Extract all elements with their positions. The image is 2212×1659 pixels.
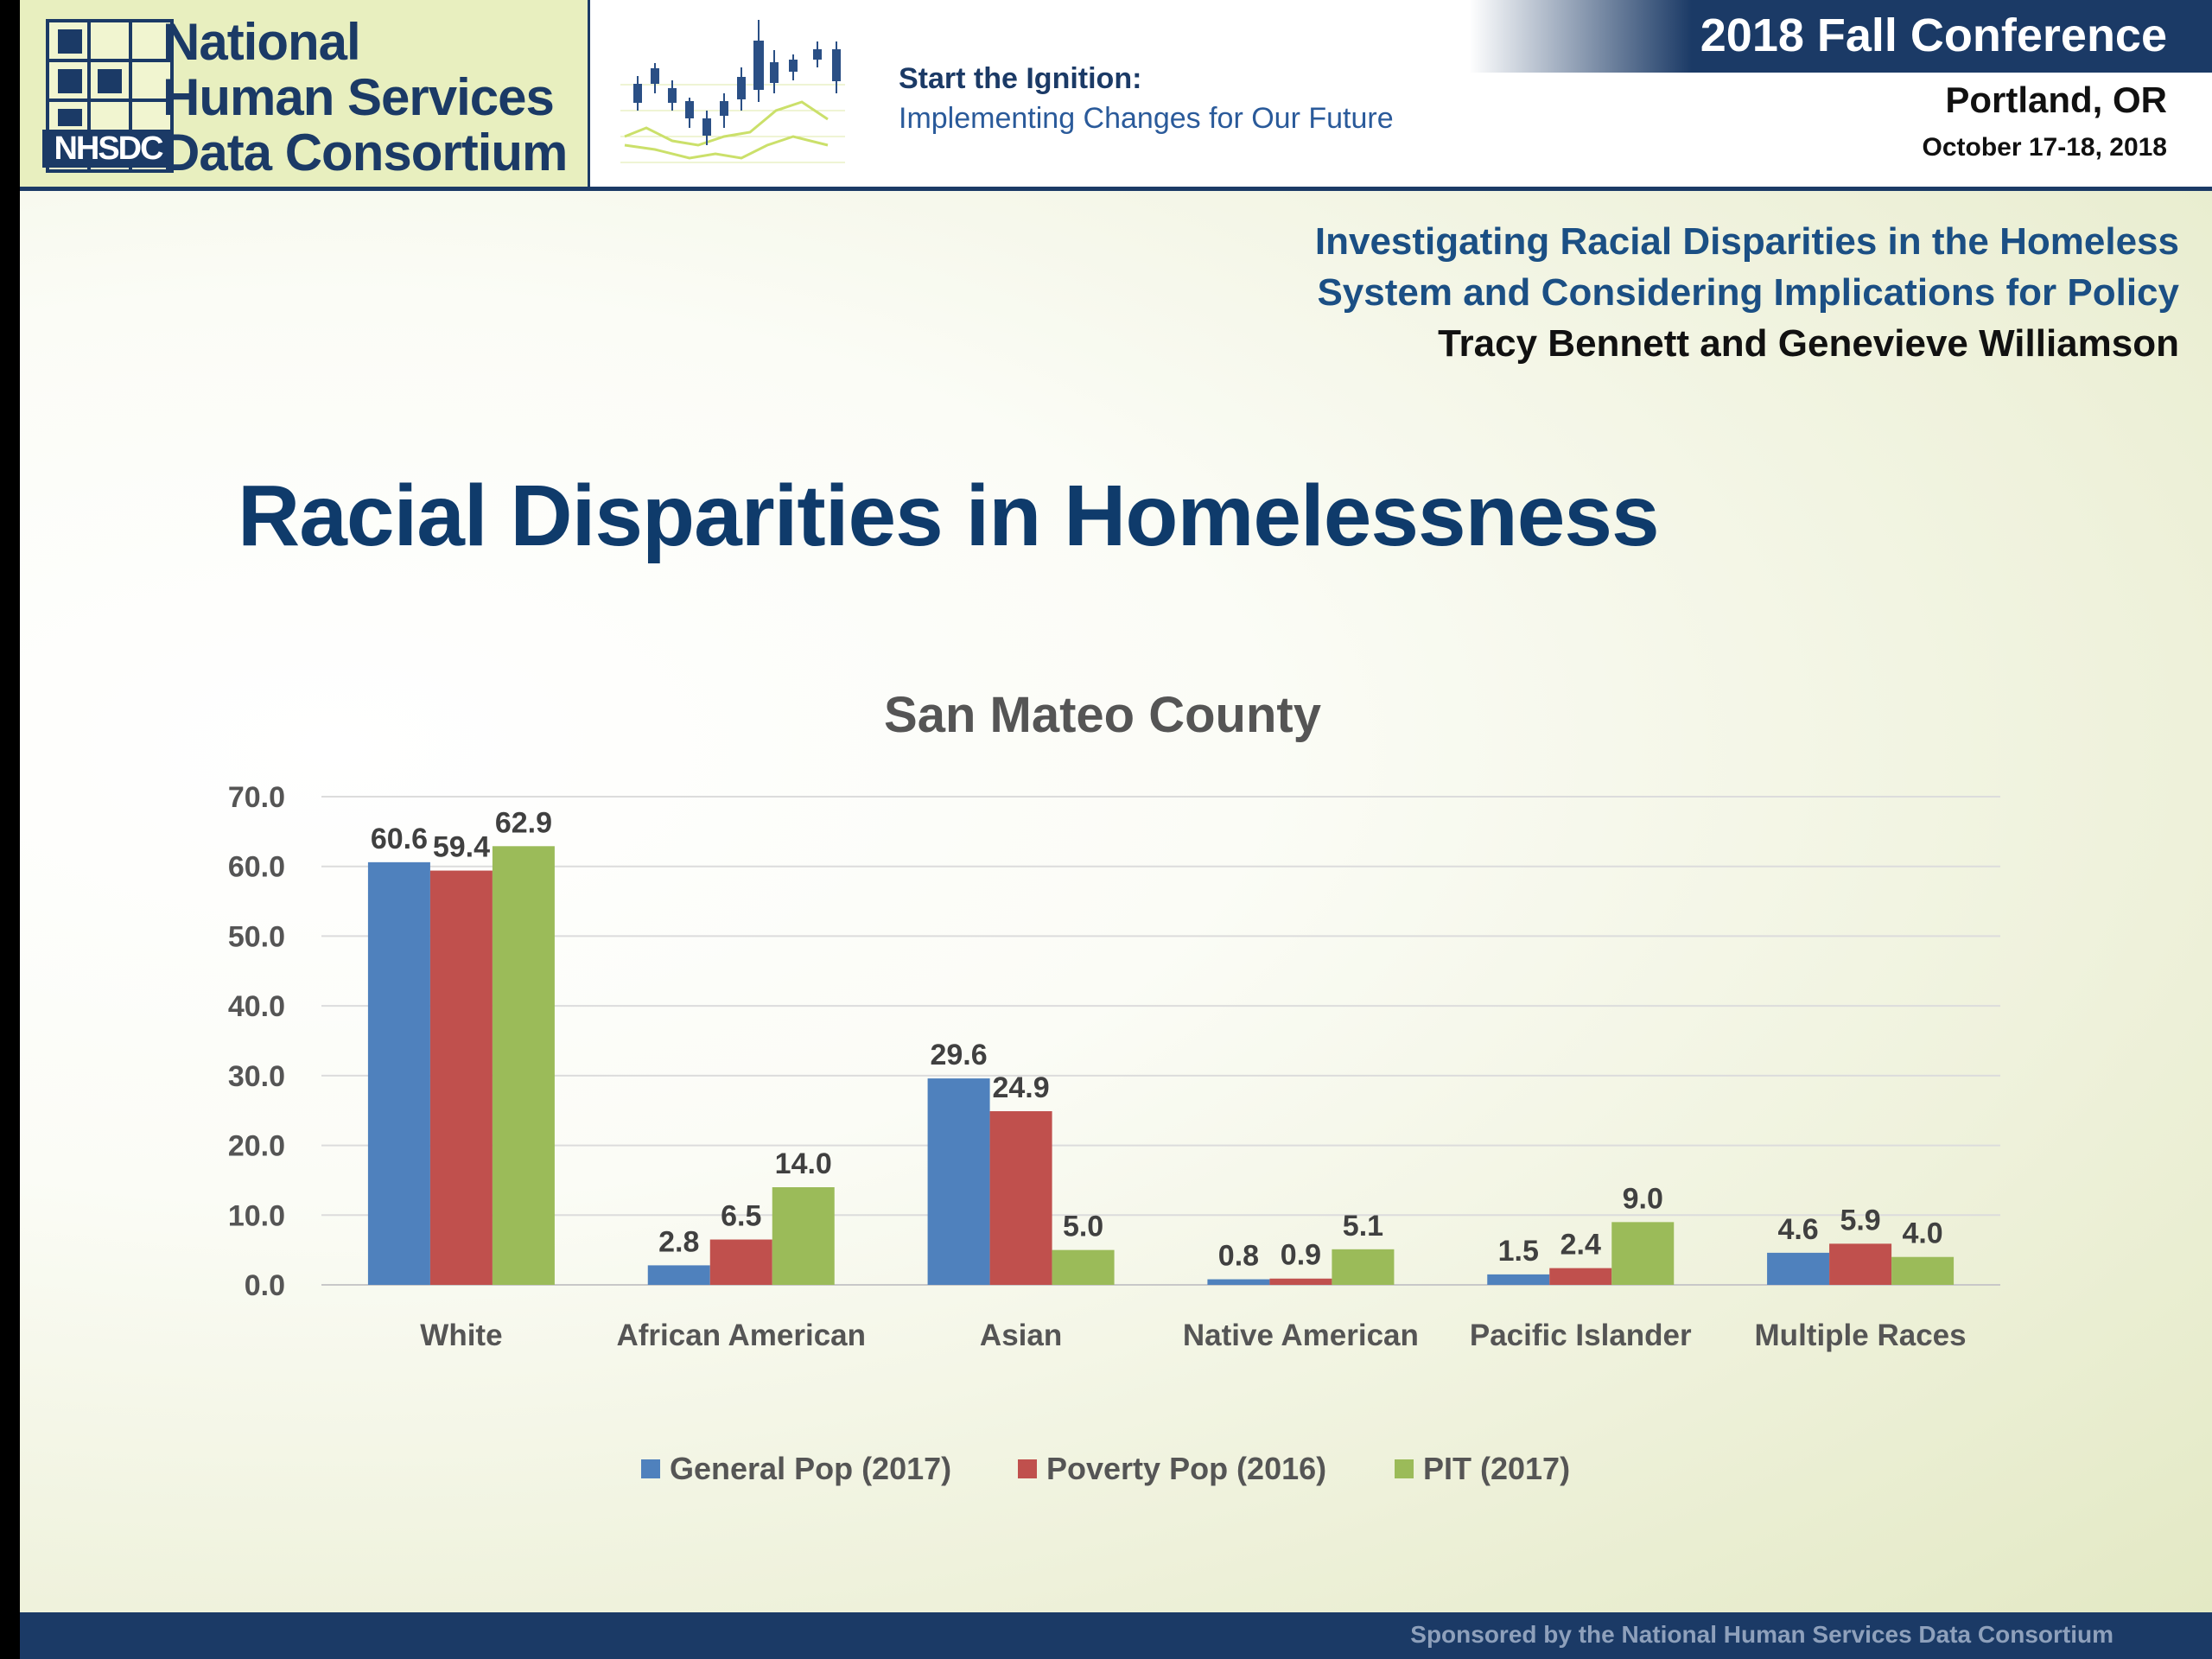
conference-title: 2018 Fall Conference	[1700, 10, 2167, 61]
y-tick-label: 30.0	[228, 1060, 285, 1093]
data-label: 62.9	[495, 806, 552, 839]
legend-swatch-poverty-pop-2016	[1018, 1459, 1037, 1478]
presentation-title-line-2: System and Considering Implications for …	[1317, 271, 2179, 314]
data-label: 2.4	[1560, 1229, 1601, 1262]
legend-swatch-general-pop-2017	[641, 1459, 660, 1478]
data-label: 59.4	[433, 831, 490, 864]
bar-multiple-races-general-pop-2017	[1767, 1252, 1830, 1285]
bar-chart: San Mateo County 0.0 10.0 20.0 30.0 40.0 50.0…	[228, 687, 2000, 1486]
bar-asian-poverty-pop-2016	[989, 1111, 1052, 1285]
bar-white-pit-2017	[492, 846, 555, 1285]
bar-multiple-races-poverty-pop-2016	[1829, 1243, 1892, 1285]
data-label: 24.9	[992, 1071, 1049, 1104]
conference-banner	[1469, 0, 2212, 73]
legend-swatch-pit-2017	[1395, 1459, 1414, 1478]
y-tick-label: 60.0	[228, 851, 285, 884]
header-divider	[20, 187, 2212, 191]
chart-title: San Mateo County	[884, 687, 1321, 743]
x-tick-white: White	[420, 1319, 502, 1352]
bar-native-american-pit-2017	[1332, 1249, 1395, 1285]
left-border	[0, 0, 20, 1659]
data-label: 0.9	[1281, 1239, 1321, 1272]
footer-sponsor: Sponsored by the National Human Services…	[1410, 1621, 2113, 1648]
y-tick-label: 0.0	[245, 1269, 285, 1302]
y-tick-label: 70.0	[228, 781, 285, 814]
data-label: 4.0	[1902, 1217, 1942, 1250]
data-label: 29.6	[930, 1039, 987, 1071]
logo-line-2: Human Services	[162, 68, 555, 126]
x-tick-pacific-islander: Pacific Islander	[1470, 1319, 1692, 1352]
conference-city: Portland, OR	[1945, 79, 2167, 120]
candlestick-chart-icon	[620, 20, 845, 163]
y-tick-label: 10.0	[228, 1199, 285, 1232]
x-tick-asian: Asian	[980, 1319, 1062, 1352]
bar-native-american-general-pop-2017	[1207, 1279, 1270, 1285]
data-label: 5.9	[1840, 1204, 1880, 1236]
conference-subtagline: Implementing Changes for Our Future	[899, 102, 1394, 135]
bar-african-american-poverty-pop-2016	[709, 1239, 772, 1285]
data-label: 2.8	[658, 1225, 699, 1258]
conference-tagline: Start the Ignition:	[899, 62, 1142, 95]
conference-dates: October 17-18, 2018	[1922, 133, 2168, 162]
bar-asian-general-pop-2017	[927, 1078, 990, 1285]
bar-pacific-islander-poverty-pop-2016	[1549, 1268, 1612, 1285]
data-label: 14.0	[775, 1147, 832, 1180]
legend-label-poverty-pop-2016: Poverty Pop (2016)	[1046, 1451, 1326, 1486]
presentation-authors: Tracy Bennett and Genevieve Williamson	[1438, 322, 2179, 365]
bar-african-american-general-pop-2017	[647, 1265, 710, 1285]
presentation-title-line-1: Investigating Racial Disparities in the …	[1314, 220, 2179, 263]
y-tick-label: 50.0	[228, 920, 285, 953]
bar-pacific-islander-pit-2017	[1611, 1222, 1675, 1285]
bar-white-poverty-pop-2016	[429, 870, 493, 1285]
bar-native-american-poverty-pop-2016	[1269, 1278, 1332, 1285]
y-tick-label: 40.0	[228, 990, 285, 1023]
bar-white-general-pop-2017	[367, 861, 430, 1285]
bar-asian-pit-2017	[1052, 1249, 1115, 1285]
bar-african-american-pit-2017	[772, 1187, 835, 1285]
data-label: 5.0	[1063, 1211, 1103, 1243]
legend-label-pit-2017: PIT (2017)	[1423, 1451, 1570, 1486]
data-label: 6.5	[721, 1200, 761, 1233]
data-label: 0.8	[1218, 1240, 1259, 1273]
x-tick-multiple-races: Multiple Races	[1755, 1319, 1967, 1352]
footer-bar: Sponsored by the National Human Services…	[20, 1612, 2212, 1659]
x-tick-native-american: Native American	[1183, 1319, 1419, 1352]
data-label: 9.0	[1623, 1182, 1663, 1215]
bar-multiple-races-pit-2017	[1891, 1256, 1955, 1285]
nhsdc-logo: NHSDC National Human Services Data Conso…	[20, 0, 590, 187]
logo-line-3: Data Consortium	[162, 124, 568, 181]
logo-abbreviation: NHSDC	[42, 130, 174, 168]
data-label: 1.5	[1498, 1235, 1539, 1268]
slide-title: Racial Disparities in Homelessness	[238, 467, 1660, 564]
y-tick-label: 20.0	[228, 1130, 285, 1163]
data-label: 5.1	[1343, 1210, 1383, 1243]
x-tick-african-american: African American	[616, 1319, 866, 1352]
logo-line-1: National	[162, 13, 361, 71]
bar-pacific-islander-general-pop-2017	[1487, 1274, 1550, 1285]
data-label: 4.6	[1777, 1213, 1818, 1246]
data-label: 60.6	[371, 823, 428, 855]
legend-label-general-pop-2017: General Pop (2017)	[670, 1451, 951, 1486]
